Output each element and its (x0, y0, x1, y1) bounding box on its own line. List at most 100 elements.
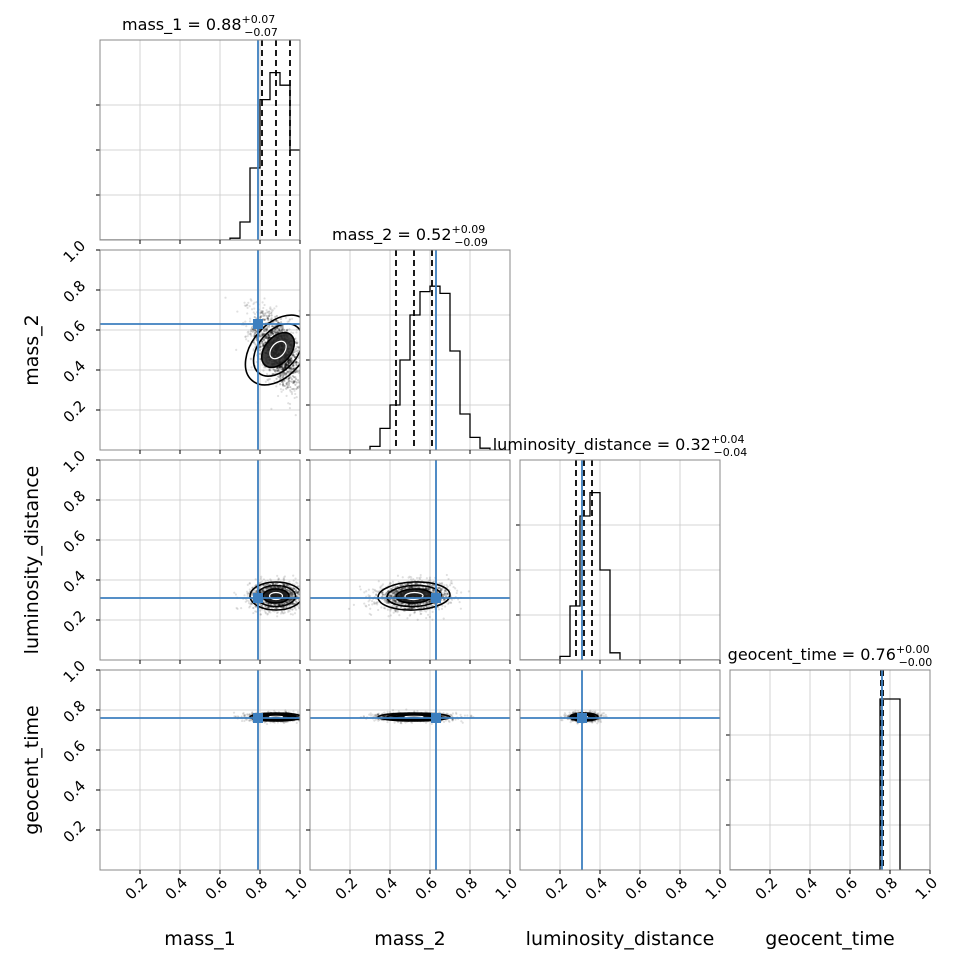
sample-point (251, 711, 254, 714)
sample-point (259, 334, 262, 338)
sample-point (397, 581, 400, 584)
title-plus: +0.04 (711, 433, 745, 446)
sample-point (261, 310, 264, 313)
sample-point (273, 603, 277, 606)
sample-point (395, 589, 399, 593)
sample-point (269, 369, 272, 372)
sample-point (268, 606, 271, 609)
sample-point (280, 603, 283, 606)
sample-point (292, 710, 295, 713)
sample-point (431, 618, 434, 621)
sample-point (288, 580, 291, 583)
sample-point (381, 591, 384, 594)
sample-point (305, 600, 307, 602)
sample-point (234, 593, 238, 596)
histogram-step (100, 71, 300, 240)
sample-point (278, 329, 281, 333)
sample-point (393, 591, 396, 595)
sample-point (291, 368, 294, 371)
sample-point (276, 369, 280, 373)
sample-point (261, 588, 264, 592)
sample-point (294, 392, 297, 396)
sample-point (288, 358, 291, 362)
sample-point (245, 325, 248, 328)
sample-point (317, 715, 319, 717)
sample-point (297, 598, 300, 602)
sample-point (273, 369, 277, 373)
sample-point (293, 349, 296, 352)
sample-point (288, 369, 291, 373)
sample-point (265, 602, 268, 605)
sample-point (431, 584, 434, 587)
sample-point (252, 348, 255, 351)
sample-point (281, 603, 284, 606)
sample-point (253, 331, 257, 334)
sample-point (408, 586, 411, 589)
sample-point (289, 390, 292, 393)
sample-point (395, 601, 398, 604)
sample-point (269, 586, 272, 590)
sample-point (283, 379, 286, 383)
sample-point (275, 377, 278, 380)
sample-point (283, 601, 286, 605)
sample-point (407, 576, 410, 579)
sample-point (285, 363, 288, 366)
sample-point (303, 714, 305, 716)
sample-point (277, 577, 280, 580)
sample-point (296, 385, 299, 389)
sample-point (399, 602, 402, 605)
sample-point (267, 602, 270, 605)
sample-point (250, 308, 254, 311)
sample-point (287, 363, 290, 367)
sample-point (244, 320, 247, 323)
sample-point (443, 584, 446, 587)
sample-point (385, 601, 389, 605)
sample-point (281, 383, 285, 386)
sample-point (392, 585, 395, 588)
sample-point (295, 342, 299, 345)
sample-point (247, 301, 250, 304)
sample-point (393, 599, 396, 602)
sample-point (377, 608, 380, 612)
sample-point (289, 360, 292, 363)
sample-point (422, 606, 425, 609)
sample-point (249, 317, 252, 320)
sample-point (291, 594, 294, 597)
sample-point (413, 606, 416, 610)
sample-point (262, 342, 265, 346)
sample-point (276, 366, 279, 370)
sample-point (254, 343, 257, 346)
sample-point (287, 377, 290, 380)
sample-point (252, 311, 255, 314)
sample-point (401, 583, 404, 586)
sample-point (414, 585, 417, 588)
title-minus: −0.09 (454, 236, 488, 249)
sample-point (410, 606, 413, 610)
sample-point (254, 578, 257, 581)
sample-point (281, 366, 284, 369)
sample-point (267, 334, 270, 337)
sample-point (285, 361, 288, 364)
sample-point (276, 615, 279, 618)
sample-point (393, 590, 396, 593)
sample-point (296, 582, 299, 585)
sample-point (301, 369, 303, 371)
sample-point (358, 585, 362, 588)
sample-point (432, 580, 435, 583)
sample-point (259, 346, 262, 349)
sample-point (250, 593, 253, 597)
sample-point (305, 596, 307, 598)
sample-point (224, 296, 227, 299)
sample-point (420, 609, 423, 613)
sample-point (262, 344, 265, 347)
grid-lines (310, 460, 510, 660)
sample-point (289, 593, 292, 596)
sample-point (286, 584, 289, 587)
sample-point (266, 335, 270, 338)
sample-point (273, 586, 276, 589)
sample-point (250, 328, 253, 331)
sample-point (287, 363, 290, 366)
sample-point (280, 367, 283, 371)
sample-point (244, 304, 248, 308)
title-prefix: luminosity_distance = 0.32 (493, 435, 711, 455)
